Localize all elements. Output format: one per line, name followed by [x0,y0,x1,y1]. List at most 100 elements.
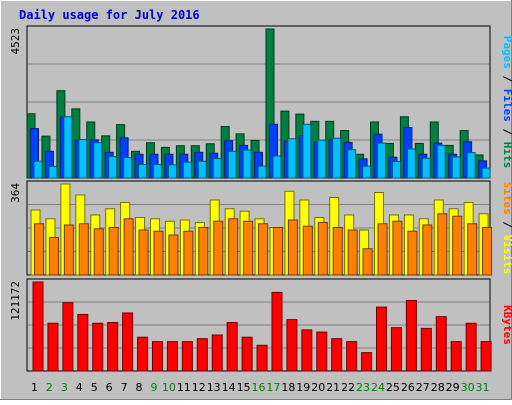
x-tick-label-day-2: 2 [46,381,53,394]
bar-pages-day-12 [197,160,207,179]
bar-pages-day-20 [317,139,327,179]
bar-pages-day-30 [466,152,476,179]
bar-sites-day-16 [258,223,269,276]
bar-kbytes-day-26 [405,299,417,372]
bar-pages-day-14 [227,150,237,179]
bar-pages-day-7 [123,157,133,179]
bar-kbytes-day-14 [226,322,238,372]
y-max-label: 121172 [9,281,22,321]
legend-item-kbytes: KBytes [501,305,512,345]
bar-kbytes-day-2 [47,322,59,372]
bar-kbytes-day-18 [286,319,298,372]
bar-pages-day-16 [257,165,267,179]
bar-pages-day-1 [33,160,43,179]
bar-sites-day-3 [63,224,74,276]
bar-sites-day-6 [108,227,119,276]
panel-visits-sites: 364 Sites / Visits [9,180,512,276]
bar-pages-day-24 [377,142,387,179]
bar-sites-day-10 [168,234,179,276]
bar-kbytes-day-7 [122,312,134,372]
bar-pages-day-9 [152,163,162,179]
bars-hits-files-pages [26,28,491,179]
bar-pages-day-8 [138,163,148,179]
bar-kbytes-day-1 [32,281,44,372]
bars-visits-sites [30,183,493,276]
x-tick-label-day-30: 30 [461,381,475,394]
x-tick-label-day-24: 24 [371,381,385,394]
x-tick-label-day-14: 14 [222,381,236,394]
x-tick-label-day-19: 19 [296,381,310,394]
bar-pages-day-11 [182,161,192,179]
bar-pages-day-13 [212,158,222,179]
bar-sites-day-13 [213,220,224,276]
x-tick-label-day-18: 18 [281,381,295,394]
x-tick-label-day-8: 8 [136,381,143,394]
x-tick-label-day-12: 12 [192,381,206,394]
y-max-label: 364 [9,183,22,203]
legend-item-sites: Sites [501,182,512,215]
x-tick-label-day-11: 11 [177,381,191,394]
panel-kbytes: 121172 KBytes [9,278,512,372]
x-tick-label-day-27: 27 [416,381,430,394]
bar-kbytes-day-6 [107,322,119,372]
bar-sites-day-31 [482,227,493,276]
bar-pages-day-5 [93,142,103,179]
bar-kbytes-day-10 [166,341,178,372]
bar-kbytes-day-17 [271,291,283,372]
bar-sites-day-7 [123,218,134,276]
bar-pages-day-29 [451,156,461,179]
x-tick-label-day-29: 29 [446,381,460,394]
bar-sites-day-4 [78,223,89,276]
bar-sites-day-27 [422,224,433,276]
x-tick-label-day-21: 21 [326,381,340,394]
x-tick-label-day-4: 4 [76,381,83,394]
x-tick-label-day-20: 20 [311,381,325,394]
bar-sites-day-12 [198,227,209,276]
bar-pages-day-10 [167,164,177,179]
bar-sites-day-9 [153,230,164,276]
bar-sites-day-24 [377,223,388,276]
bar-sites-day-17 [272,227,283,276]
x-tick-label-day-6: 6 [106,381,113,394]
x-tick-label-day-15: 15 [237,381,251,394]
x-tick-label-day-7: 7 [121,381,128,394]
bar-sites-day-20 [317,222,328,276]
legend-item-files: Files [501,89,512,122]
bar-pages-day-4 [78,138,88,179]
bar-kbytes-day-3 [62,302,74,372]
x-tick-label-day-22: 22 [341,381,355,394]
x-tick-label-day-17: 17 [266,381,280,394]
x-tick-label-day-9: 9 [150,381,157,394]
x-tick-label-day-3: 3 [61,381,68,394]
x-axis-day-labels: 1 2 3 4 5 6 7 8 9 10 11 12 13 14 15 16 17 18 19 20 21 22 23 24 2… [31,381,490,394]
bar-kbytes-day-4 [77,313,89,372]
legend-item-hits: Hits [501,142,512,169]
x-tick-label-day-26: 26 [401,381,415,394]
bar-pages-day-26 [406,148,416,179]
bar-pages-day-19 [302,123,312,179]
bar-pages-day-15 [242,149,252,179]
bar-pages-day-22 [347,149,357,179]
bar-kbytes-day-8 [137,336,149,372]
bar-kbytes-day-27 [420,327,432,372]
bar-kbytes-day-25 [390,327,402,372]
x-tick-label-day-10: 10 [162,381,176,394]
bar-pages-day-25 [391,161,401,179]
bar-pages-day-17 [272,155,282,179]
bar-kbytes-day-16 [256,344,268,372]
legend-item-visits: Visits [501,235,512,275]
bar-kbytes-day-19 [301,329,313,372]
bar-sites-day-2 [48,237,59,276]
bar-sites-day-18 [287,219,298,276]
bar-kbytes-day-30 [465,322,477,372]
x-tick-label-day-25: 25 [386,381,400,394]
x-tick-label-day-28: 28 [431,381,445,394]
bar-sites-day-15 [243,220,254,276]
bar-kbytes-day-22 [346,341,358,372]
bar-kbytes-day-20 [316,331,328,372]
x-tick-label-day-16: 16 [252,381,266,394]
legend-separator: / [501,122,512,142]
bar-sites-day-25 [392,220,403,276]
bar-kbytes-day-13 [211,334,223,372]
